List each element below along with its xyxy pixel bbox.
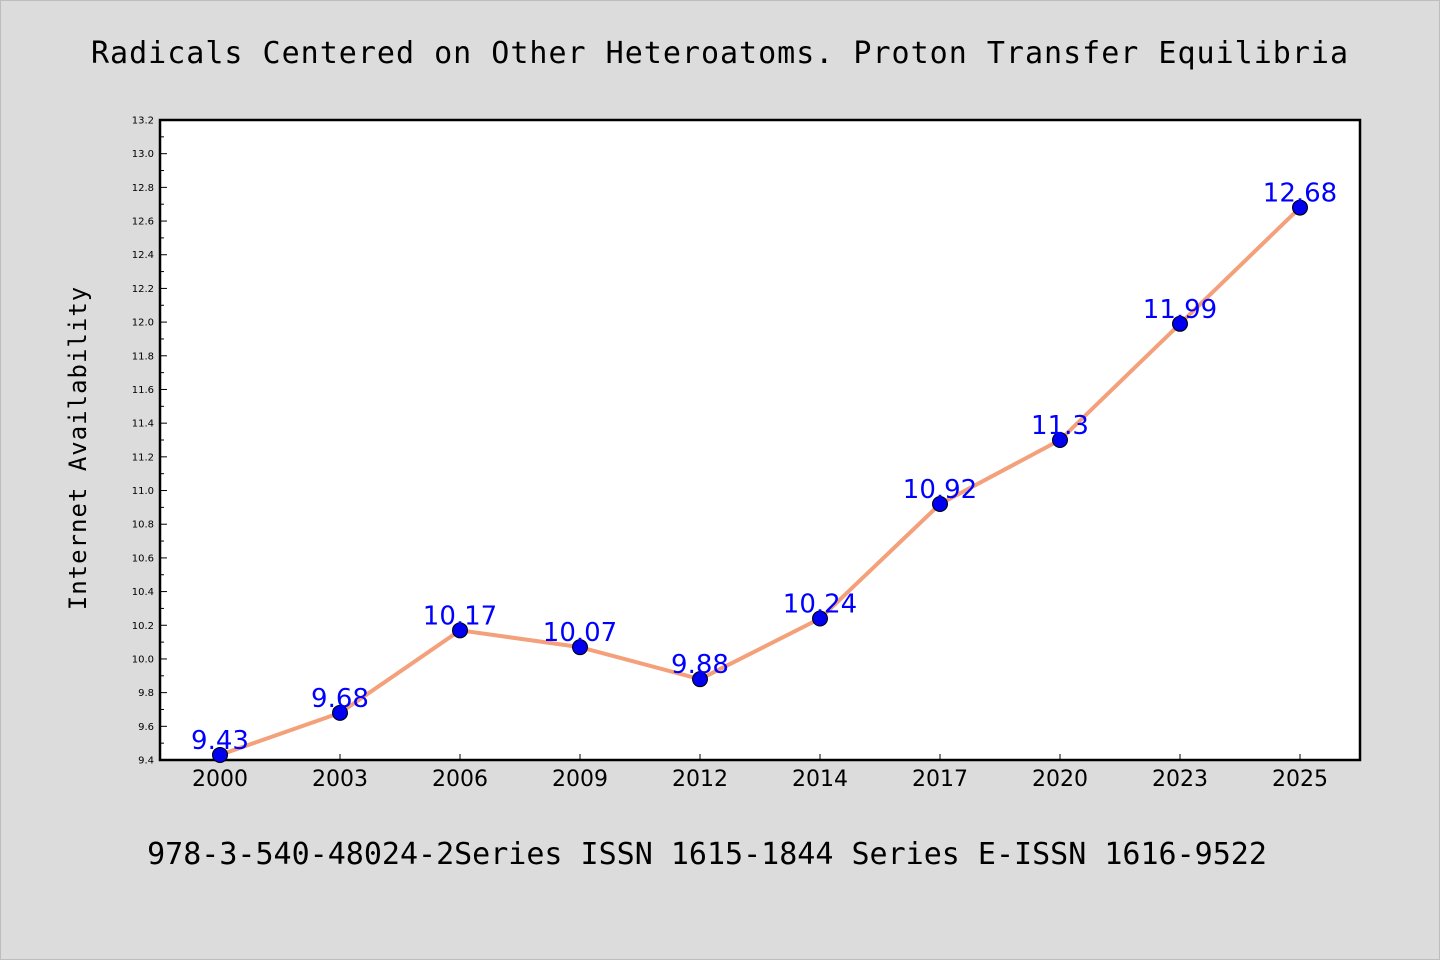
y-tick-label: 13.0 xyxy=(132,149,154,160)
y-tick-label: 12.4 xyxy=(132,250,154,261)
x-tick-label: 2023 xyxy=(1152,767,1208,792)
data-point-marker xyxy=(812,610,828,627)
data-point-marker xyxy=(692,671,708,688)
y-tick-label: 9.4 xyxy=(138,756,154,767)
y-tick-label: 11.6 xyxy=(132,385,154,396)
x-tick-label: 2014 xyxy=(792,767,848,792)
x-tick-label: 2000 xyxy=(192,767,248,792)
x-axis-ticks: 2000 2003 2006 2009 2012 2014 2017 2020 2023 2025 xyxy=(192,754,1328,792)
y-tick-label: 12.2 xyxy=(132,284,154,295)
x-tick-label: 2020 xyxy=(1032,767,1088,792)
x-tick-label: 2003 xyxy=(312,767,368,792)
x-tick-label: 2006 xyxy=(432,767,488,792)
x-tick-label: 2017 xyxy=(912,767,968,792)
y-tick-label: 12.8 xyxy=(132,183,154,194)
y-tick-label: 13.2 xyxy=(132,116,154,127)
data-point-marker xyxy=(212,746,228,763)
chart-title: Radicals Centered on Other Heteroatoms. … xyxy=(91,36,1349,71)
y-axis-label: Internet Availability xyxy=(64,286,92,610)
series-line-group: 9.43 9.68 10.17 10.07 9.88 10.24 10.92 11.3 11.9… xyxy=(191,179,1337,763)
data-point-marker xyxy=(1052,432,1068,448)
data-value-label: 9.88 xyxy=(671,650,729,680)
data-value-label: 9.43 xyxy=(191,726,249,756)
data-value-label: 11.3 xyxy=(1031,411,1089,441)
footer-text: 978-3-540-48024-2Series ISSN 1615-1844 S… xyxy=(147,837,1267,872)
data-value-label: 10.17 xyxy=(423,601,497,631)
y-tick-label: 9.8 xyxy=(138,688,154,699)
data-point-marker xyxy=(572,639,588,656)
y-tick-label: 11.8 xyxy=(132,351,154,362)
data-value-label: 9.68 xyxy=(311,684,369,714)
data-point-marker xyxy=(332,704,348,721)
data-value-label: 12.68 xyxy=(1263,179,1337,209)
x-tick-label: 2012 xyxy=(672,767,728,792)
y-tick-label: 11.2 xyxy=(132,452,154,463)
y-tick-label: 12.6 xyxy=(132,217,154,228)
data-value-label: 10.07 xyxy=(543,618,617,648)
data-value-label: 11.99 xyxy=(1143,295,1217,325)
x-tick-label: 2025 xyxy=(1272,767,1328,792)
y-tick-label: 11.0 xyxy=(132,486,154,497)
y-tick-label: 10.4 xyxy=(132,587,154,598)
data-point-marker xyxy=(1292,199,1308,216)
plot-area xyxy=(158,118,1362,762)
y-tick-label: 10.0 xyxy=(132,654,154,665)
data-point-marker xyxy=(452,622,468,639)
x-tick-label: 2009 xyxy=(552,767,608,792)
y-tick-label: 10.8 xyxy=(132,520,154,531)
y-tick-label: 10.6 xyxy=(132,553,154,564)
y-tick-label: 12.0 xyxy=(132,318,154,329)
series-line xyxy=(218,205,1302,757)
data-value-label: 10.92 xyxy=(903,475,977,505)
data-point-marker xyxy=(1172,315,1188,332)
y-axis-ticks: 9.4 9.6 9.8 10.0 10.2 10.4 10.6 10.8 11.0 11.2 11.… xyxy=(132,116,167,767)
y-tick-label: 11.4 xyxy=(132,419,154,430)
y-tick-label: 10.2 xyxy=(132,621,154,632)
y-tick-label: 9.6 xyxy=(138,722,154,733)
data-value-label: 10.24 xyxy=(783,590,857,620)
data-point-marker xyxy=(932,496,948,512)
